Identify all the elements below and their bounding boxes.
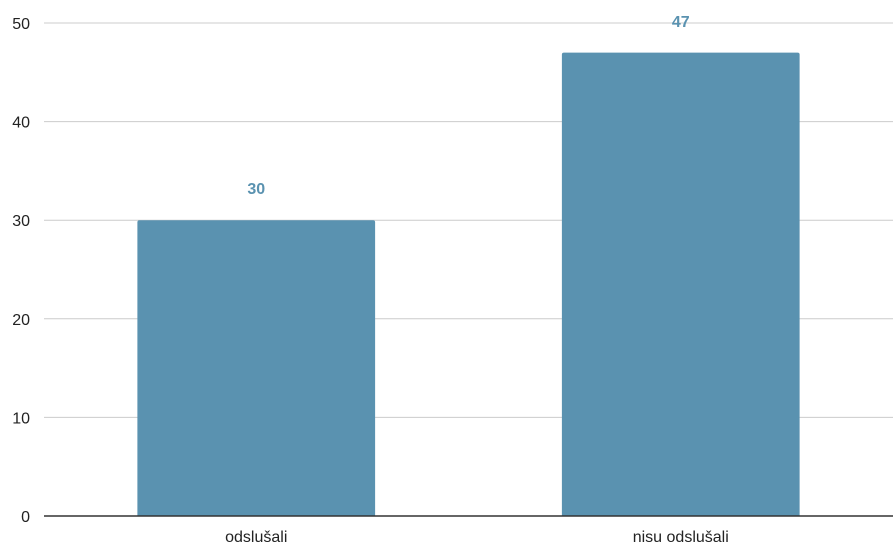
- bar: [561, 52, 800, 516]
- data-label: 30: [247, 181, 265, 198]
- x-category-label: odslušali: [225, 529, 287, 546]
- y-tick-label: 50: [12, 16, 30, 33]
- data-labels: 30 47: [247, 14, 689, 198]
- y-tick-label: 0: [21, 509, 30, 526]
- y-axis-ticks: 0 10 20 30 40 50: [12, 16, 30, 526]
- y-tick-label: 10: [12, 410, 30, 427]
- y-tick-label: 40: [12, 115, 30, 132]
- y-tick-label: 30: [12, 213, 30, 230]
- bar: [137, 220, 376, 516]
- x-axis-labels: odslušali nisu odslušali: [225, 529, 729, 546]
- bars: [137, 52, 800, 516]
- x-category-label: nisu odslušali: [633, 529, 729, 546]
- data-label: 47: [672, 14, 690, 31]
- y-tick-label: 20: [12, 312, 30, 329]
